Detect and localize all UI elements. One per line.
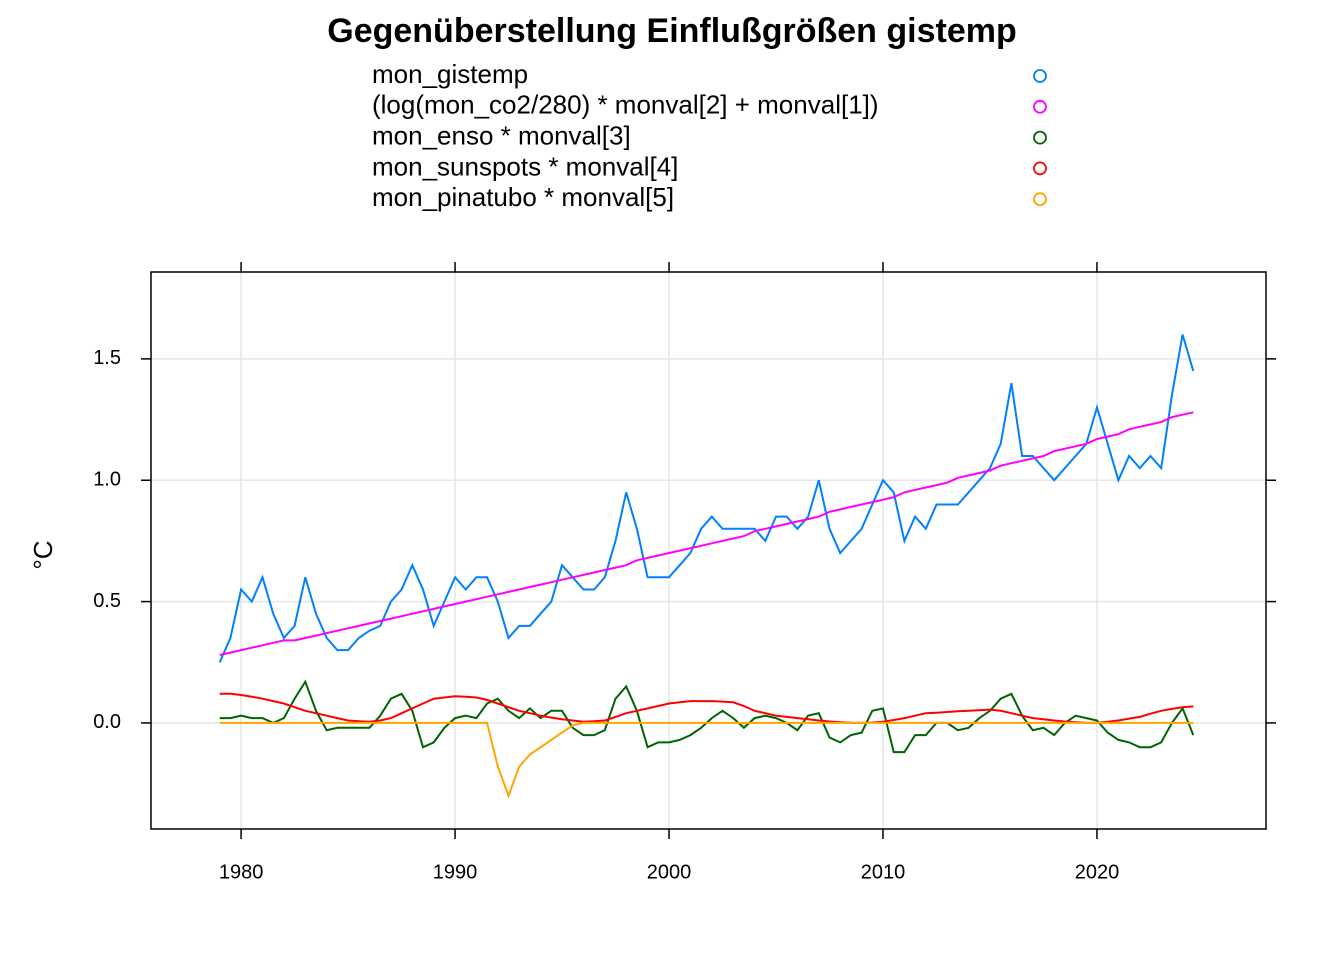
y-tick-label: 1.0 — [93, 469, 121, 491]
legend-symbol — [1033, 99, 1047, 114]
x-tick-label: 1990 — [433, 861, 478, 883]
legend-label: mon_enso * monval[3] — [372, 120, 631, 150]
series-line — [219, 721, 1194, 799]
y-tick-label: 0.0 — [93, 711, 121, 733]
legend-label: mon_pinatubo * monval[5] — [372, 182, 674, 212]
x-tick-label: 2020 — [1075, 861, 1120, 883]
chart-title: Gegenüberstellung Einflußgrößen gistemp — [327, 12, 1016, 50]
x-tick-label: 2010 — [861, 861, 906, 883]
x-tick-label: 1980 — [219, 861, 264, 883]
series-line — [219, 679, 1195, 754]
series-line — [219, 411, 1194, 656]
legend-symbol — [1033, 130, 1047, 145]
legend-symbol — [1033, 161, 1047, 176]
legend-symbol — [1033, 192, 1047, 207]
series-line — [218, 334, 1195, 663]
legend-label: (log(mon_co2/280) * monval[2] + monval[1… — [372, 90, 879, 120]
plot-frame — [150, 271, 1267, 830]
legend-label: mon_gistemp — [372, 59, 528, 89]
series-line — [219, 692, 1194, 724]
legend-label: mon_sunspots * monval[4] — [372, 151, 678, 181]
y-tick-label: 1.5 — [93, 347, 121, 369]
y-axis-label: °C — [28, 540, 58, 569]
x-tick-label: 2000 — [647, 861, 692, 883]
legend-symbol — [1033, 69, 1047, 83]
y-tick-label: 0.5 — [93, 590, 121, 612]
